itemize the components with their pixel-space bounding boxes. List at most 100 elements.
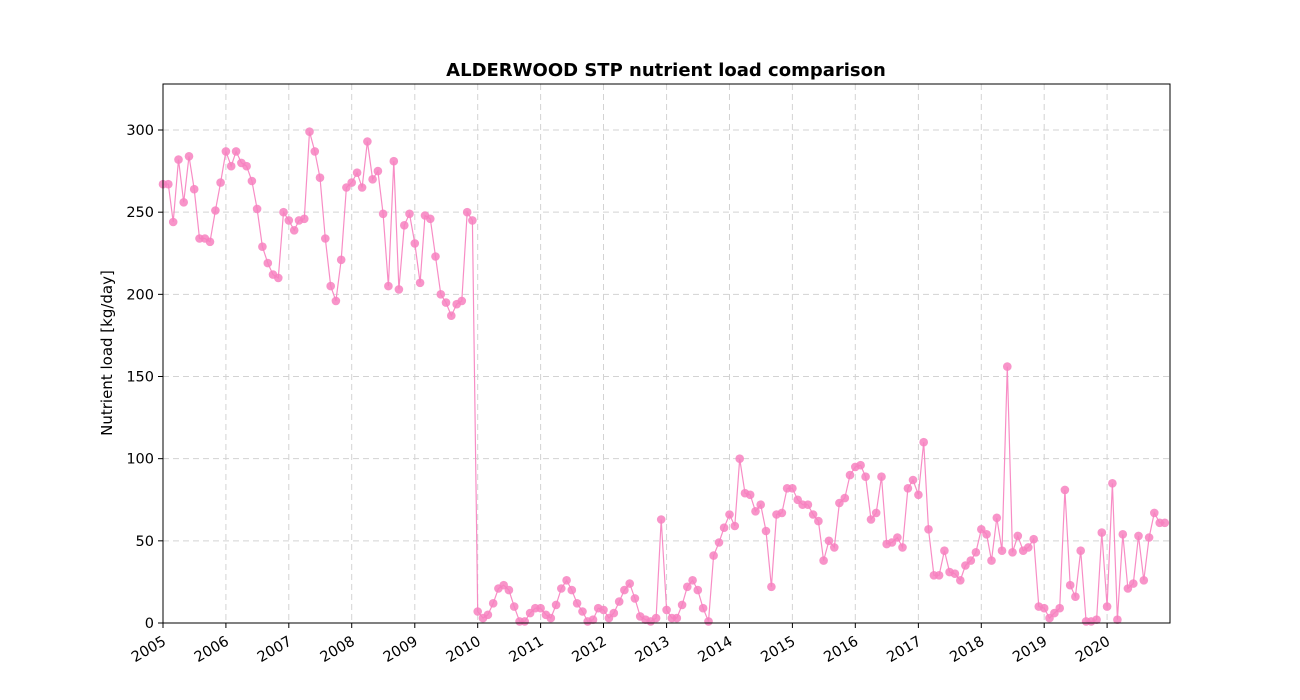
data-point <box>730 521 740 531</box>
data-point <box>1139 576 1149 585</box>
x-tick-label: 2011 <box>507 634 547 666</box>
data-point <box>893 533 902 542</box>
data-point <box>352 168 362 177</box>
data-point <box>982 530 991 539</box>
data-point <box>683 582 692 592</box>
data-point <box>567 585 577 595</box>
data-point <box>520 617 529 626</box>
data-point <box>562 576 571 585</box>
y-tick-label: 50 <box>136 534 154 550</box>
data-point <box>242 161 251 171</box>
data-point <box>1065 580 1075 590</box>
data-point <box>447 311 456 321</box>
data-point <box>819 556 828 565</box>
x-tick-label: 2017 <box>884 634 924 666</box>
data-point <box>656 515 666 524</box>
data-point <box>252 204 262 214</box>
data-point <box>630 594 640 603</box>
data-point <box>940 546 949 555</box>
data-point <box>1108 479 1117 488</box>
data-point <box>950 569 960 578</box>
data-point <box>1024 543 1033 552</box>
x-tick-label: 2018 <box>947 634 987 666</box>
data-point <box>662 605 671 615</box>
data-point <box>614 597 624 606</box>
data-point <box>263 258 273 268</box>
data-point <box>914 490 923 500</box>
data-point <box>1113 615 1122 624</box>
data-point <box>189 184 199 194</box>
data-point <box>258 242 267 251</box>
data-point <box>274 273 283 283</box>
data-point <box>300 214 309 224</box>
data-point <box>410 239 420 248</box>
data-point <box>1134 531 1143 541</box>
x-tick-label: 2006 <box>192 634 232 666</box>
data-point <box>315 173 325 182</box>
data-point <box>714 538 724 547</box>
data-point <box>415 278 425 288</box>
data-point <box>761 526 771 536</box>
data-point <box>609 608 619 618</box>
data-point <box>814 516 823 526</box>
data-point <box>735 454 744 464</box>
data-point <box>205 237 215 247</box>
x-tick-label: 2005 <box>129 634 169 666</box>
grid-layer <box>163 84 1170 623</box>
data-point <box>326 281 336 291</box>
data-point <box>992 513 1002 523</box>
data-point <box>473 607 483 616</box>
data-point <box>1160 518 1170 528</box>
y-tick-label: 150 <box>126 370 154 386</box>
data-point <box>1097 528 1107 537</box>
series-line <box>163 131 1165 623</box>
data-point <box>179 198 188 207</box>
x-tick-label: 2014 <box>696 634 736 666</box>
data-point <box>698 603 708 613</box>
data-point <box>908 475 918 485</box>
data-point <box>284 216 294 225</box>
data-point <box>688 576 697 585</box>
data-point <box>384 281 393 291</box>
data-point <box>625 579 634 588</box>
data-point <box>1055 603 1064 613</box>
data-point <box>1076 546 1085 555</box>
data-point <box>509 602 519 611</box>
y-tick-label: 300 <box>126 123 154 139</box>
data-point <box>1144 533 1154 542</box>
data-point <box>1013 531 1023 541</box>
data-point <box>840 493 850 503</box>
x-tick-label: 2008 <box>318 634 358 666</box>
x-tick-label: 2013 <box>633 634 673 666</box>
data-point <box>1129 579 1138 588</box>
data-point <box>1092 615 1101 624</box>
data-point <box>1071 592 1080 601</box>
data-point <box>289 226 299 235</box>
data-point <box>211 206 220 215</box>
data-point <box>877 472 886 482</box>
data-point <box>378 209 388 219</box>
data-point <box>1039 603 1049 613</box>
data-point <box>221 147 231 156</box>
data-point <box>578 607 587 616</box>
data-point <box>971 548 981 557</box>
data-point <box>164 179 173 189</box>
data-point <box>808 510 818 519</box>
data-point <box>168 217 178 227</box>
data-point <box>557 584 566 593</box>
data-point <box>462 207 472 217</box>
data-point <box>803 500 813 510</box>
data-point <box>488 599 498 608</box>
data-point <box>483 610 493 620</box>
data-point <box>725 510 734 519</box>
data-point <box>394 285 404 294</box>
x-tick-label: 2010 <box>444 634 484 666</box>
series-layer <box>158 127 1170 626</box>
data-point <box>184 152 194 161</box>
data-point <box>588 615 598 624</box>
data-point <box>231 147 241 156</box>
data-point <box>861 472 870 482</box>
y-tick-label: 250 <box>126 205 154 221</box>
data-point <box>572 599 582 608</box>
